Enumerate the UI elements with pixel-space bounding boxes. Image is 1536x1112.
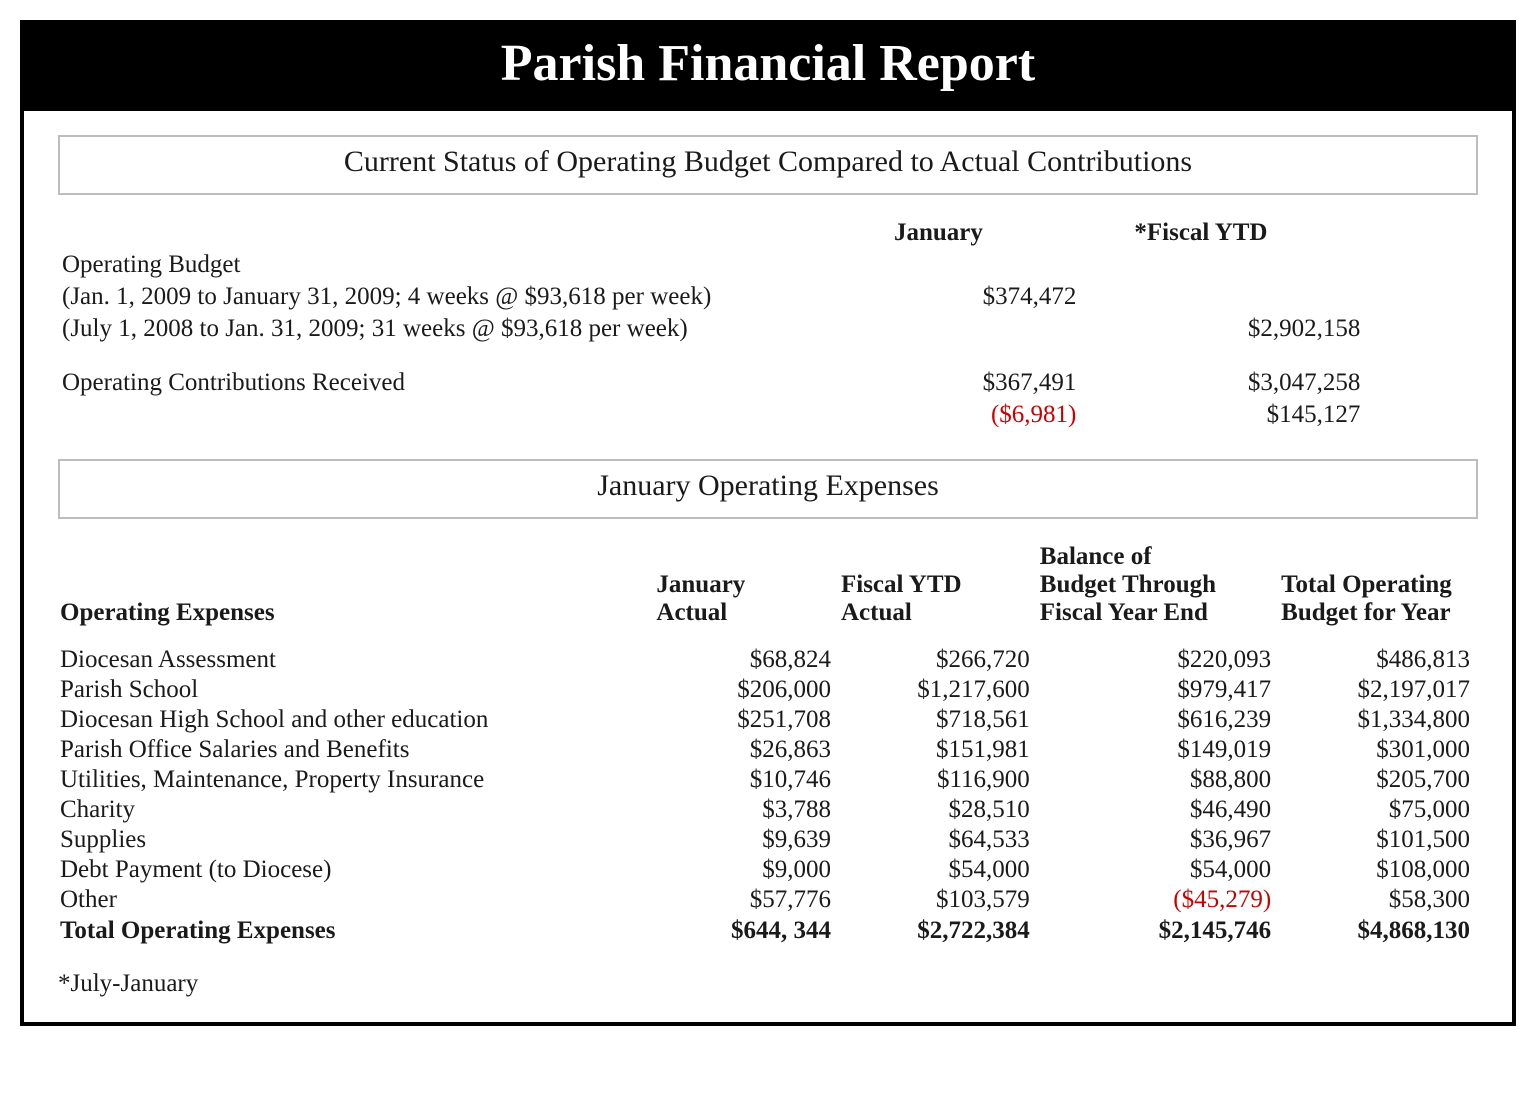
table-cell: $101,500 [1279,825,1478,855]
budget-line2-ytd: $2,902,158 [1080,313,1364,345]
table-row: Utilities, Maintenance, Property Insuran… [58,765,1478,795]
table-cell: $64,533 [839,825,1038,855]
table-cell: $151,981 [839,735,1038,765]
table-cell: $75,000 [1279,795,1478,825]
table-cell: Charity [58,795,654,825]
col-header-fiscal-ytd: *Fiscal YTD [1080,217,1364,249]
operating-budget-label: Operating Budget [58,249,796,281]
exp-col-ytd: Fiscal YTDActual [839,541,1038,645]
exp-col-jan: JanuaryActual [654,541,839,645]
table-row: Parish Office Salaries and Benefits$26,8… [58,735,1478,765]
expenses-total-row: Total Operating Expenses $644, 344 $2,72… [58,915,1478,946]
contributions-label: Operating Contributions Received [58,367,796,399]
total-tot: $4,868,130 [1279,915,1478,946]
table-row: Other$57,776$103,579($45,279)$58,300 [58,885,1478,915]
table-cell: $205,700 [1279,765,1478,795]
col-header-january: January [796,217,1080,249]
table-cell: $9,000 [654,855,839,885]
report-title: Parish Financial Report [24,24,1512,111]
table-cell: $103,579 [839,885,1038,915]
table-cell: $1,334,800 [1279,705,1478,735]
total-label: Total Operating Expenses [58,915,654,946]
table-cell: $9,639 [654,825,839,855]
table-row: Debt Payment (to Diocese)$9,000$54,000$5… [58,855,1478,885]
difference-ytd: $145,127 [1080,399,1364,431]
table-cell: $616,239 [1038,705,1279,735]
section2-heading: January Operating Expenses [58,459,1478,519]
section1-heading: Current Status of Operating Budget Compa… [58,135,1478,195]
table-cell: $2,197,017 [1279,675,1478,705]
table-row: Supplies$9,639$64,533$36,967$101,500 [58,825,1478,855]
expenses-table: Operating Expenses JanuaryActual Fiscal … [58,541,1478,946]
table-cell: $1,217,600 [839,675,1038,705]
table-cell: $979,417 [1038,675,1279,705]
table-cell: $68,824 [654,645,839,675]
exp-col-bal: Balance ofBudget ThroughFiscal Year End [1038,541,1279,645]
total-bal: $2,145,746 [1038,915,1279,946]
budget-line1-jan: $374,472 [796,281,1080,313]
table-cell: $54,000 [1038,855,1279,885]
footnote: *July-January [58,970,1478,998]
table-cell: $206,000 [654,675,839,705]
report-frame: Parish Financial Report Current Status o… [20,20,1516,1026]
total-ytd: $2,722,384 [839,915,1038,946]
contributions-ytd: $3,047,258 [1080,367,1364,399]
table-cell: Other [58,885,654,915]
table-cell: $301,000 [1279,735,1478,765]
table-row: Parish School$206,000$1,217,600$979,417$… [58,675,1478,705]
table-cell: $58,300 [1279,885,1478,915]
table-cell: $57,776 [654,885,839,915]
table-cell: Parish School [58,675,654,705]
table-cell: $266,720 [839,645,1038,675]
table-cell: $3,788 [654,795,839,825]
difference-jan: ($6,981) [796,399,1080,431]
budget-line1-label: (Jan. 1, 2009 to January 31, 2009; 4 wee… [58,281,796,313]
table-cell: $26,863 [654,735,839,765]
table-cell: Supplies [58,825,654,855]
report-body: Current Status of Operating Budget Compa… [24,111,1512,1022]
table-cell: Parish Office Salaries and Benefits [58,735,654,765]
table-cell: $116,900 [839,765,1038,795]
table-row: Diocesan Assessment$68,824$266,720$220,0… [58,645,1478,675]
budget-comparison-table: January *Fiscal YTD Operating Budget (Ja… [58,217,1478,431]
table-cell: $220,093 [1038,645,1279,675]
table-row: Charity$3,788$28,510$46,490$75,000 [58,795,1478,825]
exp-col-tot: Total OperatingBudget for Year [1279,541,1478,645]
table-cell: $28,510 [839,795,1038,825]
table-cell: $88,800 [1038,765,1279,795]
table-cell: Utilities, Maintenance, Property Insuran… [58,765,654,795]
table-cell: $149,019 [1038,735,1279,765]
table-cell: Diocesan Assessment [58,645,654,675]
table-cell: Diocesan High School and other education [58,705,654,735]
table-cell: $251,708 [654,705,839,735]
table-cell: $46,490 [1038,795,1279,825]
contributions-jan: $367,491 [796,367,1080,399]
table-cell: $10,746 [654,765,839,795]
table-cell: ($45,279) [1038,885,1279,915]
table-cell: $108,000 [1279,855,1478,885]
exp-col-label: Operating Expenses [58,541,654,645]
table-cell: $486,813 [1279,645,1478,675]
table-row: Diocesan High School and other education… [58,705,1478,735]
budget-line2-label: (July 1, 2008 to Jan. 31, 2009; 31 weeks… [58,313,796,345]
table-cell: Debt Payment (to Diocese) [58,855,654,885]
table-cell: $36,967 [1038,825,1279,855]
total-jan: $644, 344 [654,915,839,946]
table-cell: $718,561 [839,705,1038,735]
table-cell: $54,000 [839,855,1038,885]
